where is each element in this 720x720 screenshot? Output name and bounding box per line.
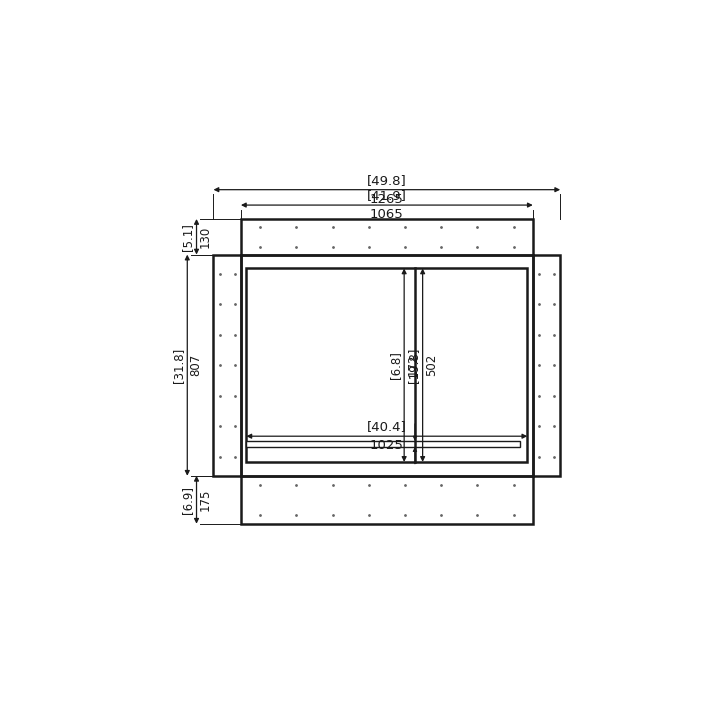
- Bar: [213, 255, 241, 476]
- Text: [6.9]: [6.9]: [181, 486, 194, 514]
- Bar: [246, 269, 527, 462]
- Text: 130: 130: [199, 225, 212, 248]
- Text: [5.1]: [5.1]: [181, 222, 194, 251]
- Bar: [246, 441, 520, 447]
- Text: [49.8]: [49.8]: [367, 174, 407, 186]
- Bar: [241, 476, 533, 523]
- Text: [40.4]: [40.4]: [367, 420, 407, 433]
- Text: 502: 502: [425, 354, 438, 377]
- Text: 1025: 1025: [370, 439, 404, 452]
- Text: 807: 807: [189, 354, 202, 377]
- Text: [41.9]: [41.9]: [367, 189, 407, 202]
- Text: [31.8]: [31.8]: [172, 348, 185, 383]
- Text: 172: 172: [407, 354, 420, 377]
- Text: 1265: 1265: [370, 193, 404, 206]
- Bar: [241, 219, 533, 255]
- Text: [19.8]: [19.8]: [408, 348, 420, 383]
- Bar: [533, 255, 560, 476]
- Text: 175: 175: [199, 489, 212, 511]
- Text: 1065: 1065: [370, 208, 404, 221]
- Text: [6.8]: [6.8]: [389, 351, 402, 379]
